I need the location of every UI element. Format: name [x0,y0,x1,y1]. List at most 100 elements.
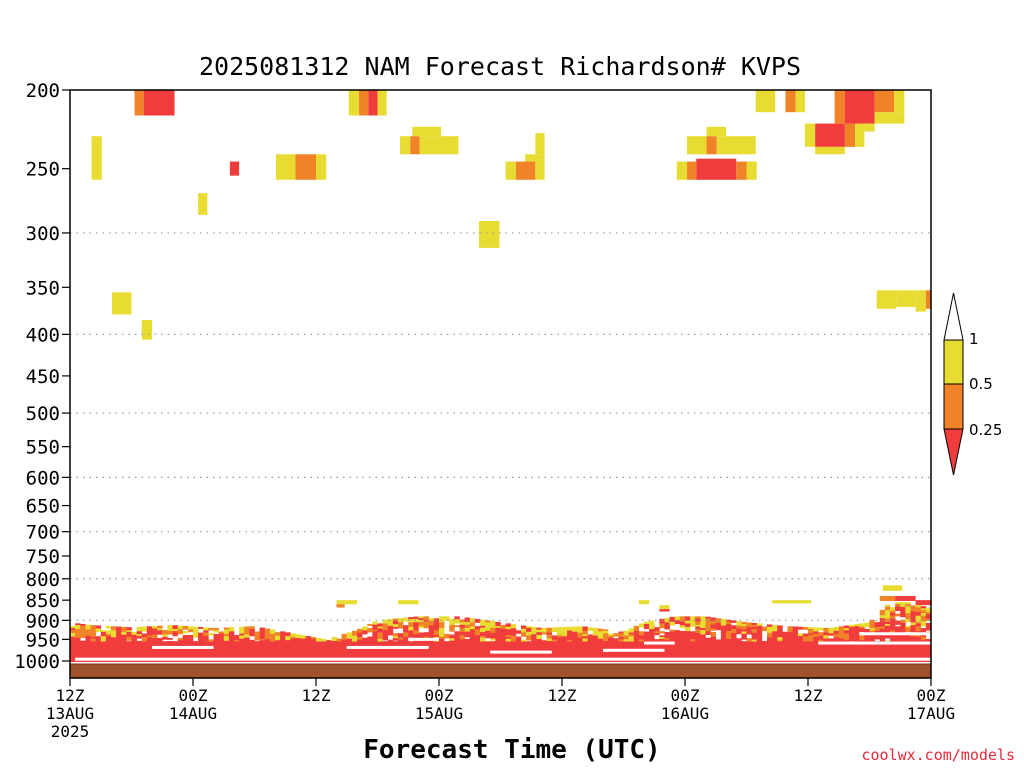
pbl-cell [649,636,655,641]
pbl-cell [910,636,916,641]
richardson-cell [844,123,856,147]
pbl-cell [843,628,850,631]
pbl-cell [597,635,604,639]
pbl-cell [141,636,148,640]
pbl-cell [797,636,804,640]
pbl-cell [910,611,916,616]
pbl-cell [392,633,399,637]
pbl-cell [382,623,389,626]
pbl-cell [85,632,91,637]
y-tick-label: 600 [26,467,60,489]
pbl-cell [157,625,163,629]
pbl-cell [105,633,112,637]
pbl-cell [644,635,650,640]
pbl-cell [562,638,568,642]
pbl-cell [480,625,486,629]
pbl-cell [546,627,553,633]
pbl-cell [890,634,896,638]
pbl-cell [767,637,773,642]
pbl-cell [239,635,245,639]
richardson-cell [696,158,737,180]
pbl-cell [100,639,107,642]
pbl-cell [731,629,737,634]
pbl-cell [813,634,819,638]
pbl-cell [895,629,901,632]
pbl-cell [884,604,891,607]
pbl-cell [495,631,501,635]
pbl-cell [746,630,752,635]
pbl-cell [674,637,681,642]
pbl-cell [767,624,773,628]
richardson-cell [736,161,747,180]
pbl-cell [597,628,604,632]
pbl-cell [459,630,465,633]
pbl-cell [280,637,286,642]
pbl-cell [485,627,491,632]
pbl-cell [403,636,409,642]
pbl-cell [449,634,455,639]
pbl-cell [849,635,855,638]
pbl-cell [177,637,184,641]
pbl-cell [469,626,476,630]
pbl-cell [474,626,481,630]
pbl-white-streak [859,632,931,636]
pbl-white-streak [346,645,429,649]
pbl-cell [772,631,778,636]
pbl-cell [915,634,922,637]
pbl-cell [105,625,112,629]
pbl-cell [920,628,927,631]
pbl-cell [767,628,773,634]
pbl-cell [649,629,655,633]
pbl-cell [90,638,96,642]
pbl-cell [710,619,717,622]
richardson-cell [755,90,776,113]
pbl-cell [864,635,870,638]
pbl-cell [884,629,891,634]
pbl-cell [700,616,706,620]
pbl-cell [772,627,778,630]
pbl-cell [111,633,117,636]
pbl-cell [193,634,199,638]
colorbar-label: 0.5 [969,375,993,393]
pbl-cell [572,637,578,640]
pbl-cell [111,640,117,642]
pbl-cell [792,635,799,638]
pbl-cell [756,638,763,642]
pbl-cell [726,621,732,625]
pbl-cell [439,619,445,623]
pbl-cell [869,634,875,640]
pbl-cell [710,628,717,631]
pbl-cell [116,631,122,636]
pbl-cell [833,640,840,642]
pbl-cell [582,626,588,630]
pbl-cell [864,622,870,628]
pbl-cell [351,640,358,642]
pbl-cell [895,602,901,605]
pbl-cell [736,625,742,629]
pbl-cell [838,638,845,642]
pbl-cell [644,623,650,627]
pbl-cell [838,627,845,632]
pbl-cell [346,632,353,635]
pbl-cell [895,635,901,640]
pbl-cell [874,622,881,625]
pbl-cell [423,621,430,626]
richardson-cell [706,136,717,155]
pbl-cell [587,634,594,638]
pbl-cell [280,631,286,636]
pbl-cell [141,633,148,636]
pbl-cell [70,630,76,634]
pbl-cell [490,632,496,635]
pbl-cell [413,625,419,631]
pbl-cell [316,637,322,642]
pbl-cell [526,631,532,636]
pbl-cell [802,626,809,630]
pbl-cell [808,640,814,642]
pbl-cell [239,631,245,634]
pbl-cell [705,639,711,642]
pbl-cell [392,620,399,625]
y-tick-label: 850 [26,590,60,612]
pbl-cell [736,638,742,642]
